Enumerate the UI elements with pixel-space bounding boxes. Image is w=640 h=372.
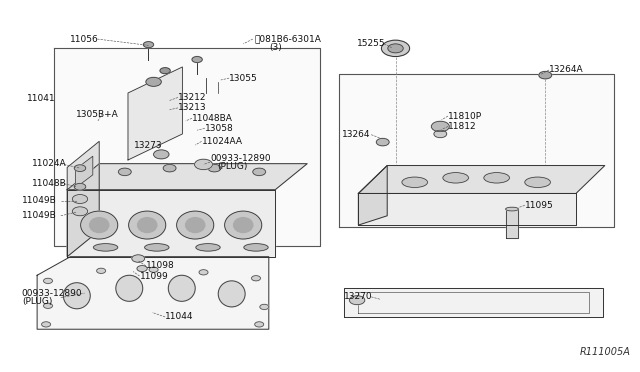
Circle shape [149, 267, 158, 272]
Text: 11041: 11041 [27, 94, 56, 103]
Ellipse shape [525, 177, 550, 187]
Text: 1305B+A: 1305B+A [76, 110, 118, 119]
Text: (3): (3) [269, 43, 282, 52]
Circle shape [163, 164, 176, 172]
Ellipse shape [129, 211, 166, 239]
Text: 00933-12890: 00933-12890 [22, 289, 83, 298]
Circle shape [434, 130, 447, 138]
Ellipse shape [225, 211, 262, 239]
Text: 11024A: 11024A [32, 159, 67, 168]
Polygon shape [358, 193, 576, 225]
Text: 15255: 15255 [357, 39, 386, 48]
Circle shape [253, 168, 266, 176]
Polygon shape [344, 288, 603, 317]
Polygon shape [67, 164, 99, 257]
Text: 13264: 13264 [342, 130, 371, 139]
Ellipse shape [116, 275, 143, 301]
Circle shape [72, 195, 88, 203]
Circle shape [132, 255, 145, 262]
Polygon shape [506, 209, 518, 238]
Text: 00933-12890: 00933-12890 [210, 154, 271, 163]
Ellipse shape [218, 281, 245, 307]
Circle shape [252, 276, 260, 281]
Polygon shape [358, 166, 387, 225]
Circle shape [255, 322, 264, 327]
Text: 13055: 13055 [229, 74, 258, 83]
Circle shape [381, 40, 410, 57]
Ellipse shape [81, 211, 118, 239]
Circle shape [199, 270, 208, 275]
Circle shape [195, 159, 212, 170]
Ellipse shape [90, 218, 109, 232]
Polygon shape [128, 67, 182, 160]
Ellipse shape [234, 218, 253, 232]
Circle shape [72, 207, 88, 216]
Circle shape [208, 164, 221, 172]
Ellipse shape [402, 177, 428, 187]
Circle shape [118, 168, 131, 176]
Text: 13213: 13213 [178, 103, 207, 112]
Circle shape [192, 57, 202, 62]
Polygon shape [67, 164, 307, 190]
Ellipse shape [177, 211, 214, 239]
Text: (PLUG): (PLUG) [22, 297, 52, 306]
Text: 11048BA: 11048BA [192, 114, 233, 123]
Text: 13270: 13270 [344, 292, 373, 301]
Text: 11095: 11095 [525, 201, 554, 210]
Text: 13058: 13058 [205, 124, 234, 133]
Polygon shape [358, 166, 605, 193]
Polygon shape [67, 141, 99, 190]
Ellipse shape [196, 244, 220, 251]
Text: R111005A: R111005A [580, 347, 630, 357]
Circle shape [44, 278, 52, 283]
Circle shape [431, 121, 449, 132]
Text: 11812: 11812 [448, 122, 477, 131]
Ellipse shape [168, 275, 195, 301]
Polygon shape [37, 257, 269, 329]
Text: 13264A: 13264A [549, 65, 584, 74]
Polygon shape [54, 48, 320, 246]
Ellipse shape [63, 283, 90, 309]
Polygon shape [339, 74, 614, 227]
Text: 11099: 11099 [140, 272, 168, 280]
Ellipse shape [244, 244, 268, 251]
Ellipse shape [186, 218, 205, 232]
Circle shape [137, 266, 147, 272]
Circle shape [376, 138, 389, 146]
Circle shape [160, 68, 170, 74]
Circle shape [44, 303, 52, 308]
Circle shape [97, 268, 106, 273]
Circle shape [349, 296, 365, 305]
Ellipse shape [138, 218, 157, 232]
Text: 11049B: 11049B [22, 196, 56, 205]
Ellipse shape [145, 244, 169, 251]
Text: 11098: 11098 [146, 262, 175, 270]
Circle shape [146, 77, 161, 86]
Polygon shape [76, 156, 93, 188]
Ellipse shape [506, 207, 518, 211]
Circle shape [154, 150, 169, 159]
Circle shape [42, 322, 51, 327]
Circle shape [388, 44, 403, 53]
Circle shape [143, 42, 154, 48]
Ellipse shape [93, 244, 118, 251]
Text: 13273: 13273 [134, 141, 163, 150]
Text: Ⓑ081B6-6301A: Ⓑ081B6-6301A [255, 35, 321, 44]
Ellipse shape [443, 173, 468, 183]
Polygon shape [67, 190, 275, 257]
Text: (PLUG): (PLUG) [218, 162, 248, 171]
Text: 11048B: 11048B [32, 179, 67, 187]
Text: 11810P: 11810P [448, 112, 482, 121]
Text: 11044: 11044 [165, 312, 194, 321]
Text: 11056: 11056 [70, 35, 99, 44]
Circle shape [74, 165, 86, 171]
Ellipse shape [484, 173, 509, 183]
Circle shape [74, 183, 86, 190]
Circle shape [539, 71, 552, 79]
Text: 11024AA: 11024AA [202, 137, 243, 146]
Text: 11049B: 11049B [22, 211, 56, 220]
Circle shape [260, 304, 269, 310]
Text: 13212: 13212 [178, 93, 207, 102]
